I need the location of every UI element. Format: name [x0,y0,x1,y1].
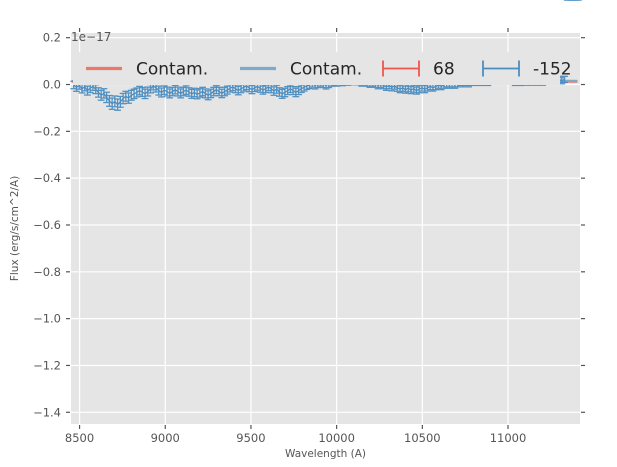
x-tick-label: 8500 [65,431,94,445]
legend-item-0[interactable]: Contam. [86,60,208,80]
x-axis-label: Wavelength (A) [285,448,366,460]
y-axis-offset-label: 1e−17 [71,30,111,44]
legend-label: Contam. [290,60,362,80]
legend-item-1[interactable]: Contam. [240,60,362,80]
legend-label: Contam. [136,60,208,80]
y-tick-label: −0.2 [33,124,61,138]
x-tick-label: 9000 [151,431,180,445]
legend-item-3[interactable]: -152 [482,60,572,80]
y-tick-label: −0.8 [33,265,61,279]
x-tick-label: 11000 [490,431,527,445]
y-tick-label: −0.4 [33,171,61,185]
tick-labels: 0.2 0.0 −0.2 −0.4 −0.6 −0.8 −1.0 −1.2 −1.4 8500 90… [33,31,526,445]
y-axis-label: Flux (erg/s/cm^2/A) [9,176,21,281]
tick-marks [66,28,585,429]
y-tick-label: 0.0 [43,78,61,92]
x-tick-label: 10500 [404,431,441,445]
y-tick-label: −0.6 [33,218,61,232]
legend-errorbar-swatch [382,60,420,77]
legend-errorbar-swatch [482,60,520,77]
x-tick-label: 10000 [318,431,355,445]
y-tick-label: 0.2 [43,31,61,45]
y-tick-label: −1.0 [33,312,61,326]
grid-lines [71,33,580,424]
legend: Contam. Contam. 68 -152 [73,52,572,85]
y-tick-label: −1.4 [33,405,61,419]
axes-background [71,33,580,424]
y-tick-label: −1.2 [33,358,61,372]
legend-label: 68 [433,60,455,80]
legend-label: -152 [533,60,572,80]
x-tick-label: 9500 [236,431,265,445]
legend-background [73,52,560,85]
legend-item-2[interactable]: 68 [382,60,455,80]
